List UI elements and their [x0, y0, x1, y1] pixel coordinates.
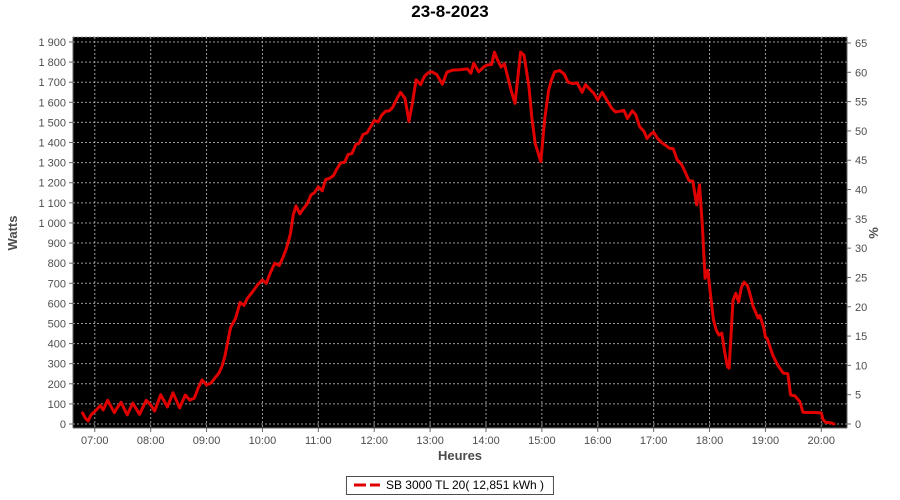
svg-text:1 100: 1 100: [38, 198, 66, 210]
svg-text:45: 45: [855, 155, 867, 167]
svg-text:1 900: 1 900: [38, 37, 66, 49]
svg-text:200: 200: [48, 379, 66, 391]
svg-text:35: 35: [855, 214, 867, 226]
svg-text:1 700: 1 700: [38, 77, 66, 89]
svg-text:60: 60: [855, 67, 867, 79]
svg-text:5: 5: [855, 390, 861, 402]
svg-text:55: 55: [855, 97, 867, 109]
svg-text:12:00: 12:00: [360, 435, 388, 447]
svg-text:20: 20: [855, 302, 867, 314]
svg-text:14:00: 14:00: [472, 435, 500, 447]
svg-text:10:00: 10:00: [249, 435, 277, 447]
svg-text:800: 800: [48, 258, 66, 270]
svg-text:50: 50: [855, 126, 867, 138]
svg-text:100: 100: [48, 399, 66, 411]
legend-line-icon: [353, 483, 380, 487]
chart-title: 23-8-2023: [411, 2, 489, 21]
svg-text:0: 0: [60, 419, 66, 431]
svg-text:11:00: 11:00: [305, 435, 332, 447]
svg-text:17:00: 17:00: [640, 435, 668, 447]
svg-text:18:00: 18:00: [696, 435, 724, 447]
svg-text:600: 600: [48, 298, 66, 310]
svg-text:10: 10: [855, 360, 867, 372]
svg-text:09:00: 09:00: [193, 435, 221, 447]
svg-text:700: 700: [48, 278, 66, 290]
svg-text:1 800: 1 800: [38, 57, 66, 69]
svg-text:30: 30: [855, 243, 867, 255]
svg-text:13:00: 13:00: [416, 435, 444, 447]
svg-text:1 400: 1 400: [38, 138, 66, 150]
svg-text:900: 900: [48, 238, 66, 250]
legend-label: SB 3000 TL 20( 12,851 kWh ): [385, 478, 545, 492]
y-axis-left-title: Watts: [5, 216, 20, 251]
svg-text:65: 65: [855, 38, 867, 50]
svg-text:15: 15: [855, 331, 867, 343]
svg-text:1 300: 1 300: [38, 158, 66, 170]
svg-text:1 500: 1 500: [38, 117, 66, 129]
svg-text:19:00: 19:00: [752, 435, 780, 447]
svg-text:1 200: 1 200: [38, 178, 66, 190]
svg-text:1 000: 1 000: [38, 218, 66, 230]
svg-text:1 600: 1 600: [38, 97, 66, 109]
svg-text:20:00: 20:00: [808, 435, 836, 447]
svg-text:08:00: 08:00: [137, 435, 165, 447]
svg-text:25: 25: [855, 272, 867, 284]
svg-text:500: 500: [48, 318, 66, 330]
svg-text:07:00: 07:00: [81, 435, 109, 447]
x-axis-title: Heures: [438, 448, 482, 463]
svg-text:16:00: 16:00: [584, 435, 612, 447]
svg-text:15:00: 15:00: [528, 435, 556, 447]
svg-text:40: 40: [855, 185, 867, 197]
svg-text:0: 0: [855, 419, 861, 431]
svg-text:300: 300: [48, 359, 66, 371]
legend: SB 3000 TL 20( 12,851 kWh ): [345, 476, 555, 495]
svg-text:400: 400: [48, 339, 66, 351]
y-axis-right-title: %: [866, 227, 881, 239]
